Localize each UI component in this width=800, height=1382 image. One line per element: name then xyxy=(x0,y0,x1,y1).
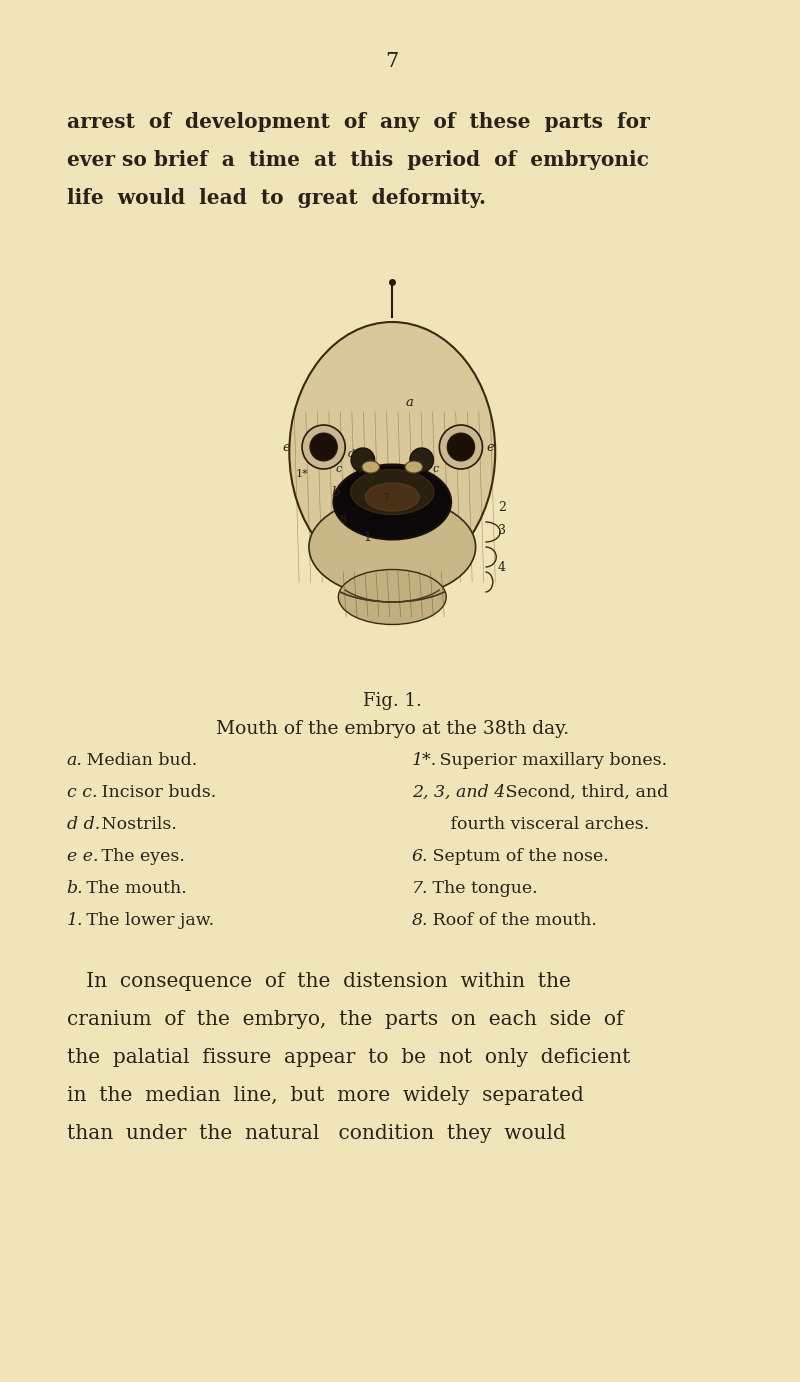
Text: arrest  of  development  of  any  of  these  parts  for: arrest of development of any of these pa… xyxy=(66,112,650,133)
Text: Roof of the mouth.: Roof of the mouth. xyxy=(426,912,597,929)
Text: The mouth.: The mouth. xyxy=(82,880,187,897)
Circle shape xyxy=(439,426,482,468)
Text: Nostrils.: Nostrils. xyxy=(96,815,177,833)
Text: d d.: d d. xyxy=(66,815,100,833)
Text: Second, third, and: Second, third, and xyxy=(500,784,669,802)
Circle shape xyxy=(447,433,474,462)
Circle shape xyxy=(310,433,338,462)
Text: The eyes.: The eyes. xyxy=(96,849,185,865)
Ellipse shape xyxy=(309,498,476,597)
Ellipse shape xyxy=(362,462,379,473)
Ellipse shape xyxy=(405,462,422,473)
Text: c: c xyxy=(335,464,342,474)
Text: 1: 1 xyxy=(364,531,372,543)
Text: e e.: e e. xyxy=(66,849,98,865)
Text: Septum of the nose.: Septum of the nose. xyxy=(426,849,608,865)
Text: e: e xyxy=(282,441,290,453)
Circle shape xyxy=(351,448,374,473)
Text: 7: 7 xyxy=(382,493,389,503)
Text: than  under  the  natural   condition  they  would: than under the natural condition they wo… xyxy=(66,1124,566,1143)
Ellipse shape xyxy=(350,470,434,514)
Text: 6: 6 xyxy=(379,475,386,485)
Text: 7: 7 xyxy=(386,53,399,70)
Text: The lower jaw.: The lower jaw. xyxy=(82,912,214,929)
Text: d: d xyxy=(347,449,354,459)
Text: In  consequence  of  the  distension  within  the: In consequence of the distension within … xyxy=(66,972,570,991)
Text: the  palatial  fissure  appear  to  be  not  only  deficient: the palatial fissure appear to be not on… xyxy=(66,1048,630,1067)
Circle shape xyxy=(302,426,346,468)
Text: Superior maxillary bones.: Superior maxillary bones. xyxy=(434,752,667,768)
Ellipse shape xyxy=(290,322,495,582)
Text: 1*: 1* xyxy=(296,468,309,480)
Text: 1*.: 1*. xyxy=(412,752,437,768)
Text: Mouth of the embryo at the 38th day.: Mouth of the embryo at the 38th day. xyxy=(216,720,569,738)
Text: cranium  of  the  embryo,  the  parts  on  each  side  of: cranium of the embryo, the parts on each… xyxy=(66,1010,623,1030)
Text: The tongue.: The tongue. xyxy=(426,880,538,897)
Text: b: b xyxy=(331,485,340,499)
Text: c c.: c c. xyxy=(66,784,97,802)
Text: 1.: 1. xyxy=(66,912,83,929)
Text: a.: a. xyxy=(66,752,82,768)
Text: Incisor buds.: Incisor buds. xyxy=(96,784,216,802)
Text: in  the  median  line,  but  more  widely  separated: in the median line, but more widely sepa… xyxy=(66,1086,583,1106)
Text: d: d xyxy=(420,449,427,459)
Circle shape xyxy=(410,448,434,473)
Text: 2: 2 xyxy=(498,500,506,514)
Text: 7.: 7. xyxy=(412,880,428,897)
Text: ever so brief  a  time  at  this  period  of  embryonic: ever so brief a time at this period of e… xyxy=(66,151,649,170)
Ellipse shape xyxy=(338,569,446,625)
Text: c: c xyxy=(432,464,438,474)
Text: 2, 3, and 4.: 2, 3, and 4. xyxy=(412,784,510,802)
Text: 8: 8 xyxy=(340,515,347,525)
Ellipse shape xyxy=(366,482,419,511)
Text: Median bud.: Median bud. xyxy=(82,752,198,768)
Text: b.: b. xyxy=(66,880,83,897)
Text: 3: 3 xyxy=(498,524,506,536)
Text: fourth visceral arches.: fourth visceral arches. xyxy=(412,815,649,833)
Text: 6.: 6. xyxy=(412,849,428,865)
Text: e: e xyxy=(486,441,494,453)
Text: 8.: 8. xyxy=(412,912,428,929)
Text: a: a xyxy=(406,395,414,409)
Text: life  would  lead  to  great  deformity.: life would lead to great deformity. xyxy=(66,188,486,209)
Ellipse shape xyxy=(334,464,451,539)
Text: 4: 4 xyxy=(498,561,506,574)
Text: Fig. 1.: Fig. 1. xyxy=(363,692,422,710)
